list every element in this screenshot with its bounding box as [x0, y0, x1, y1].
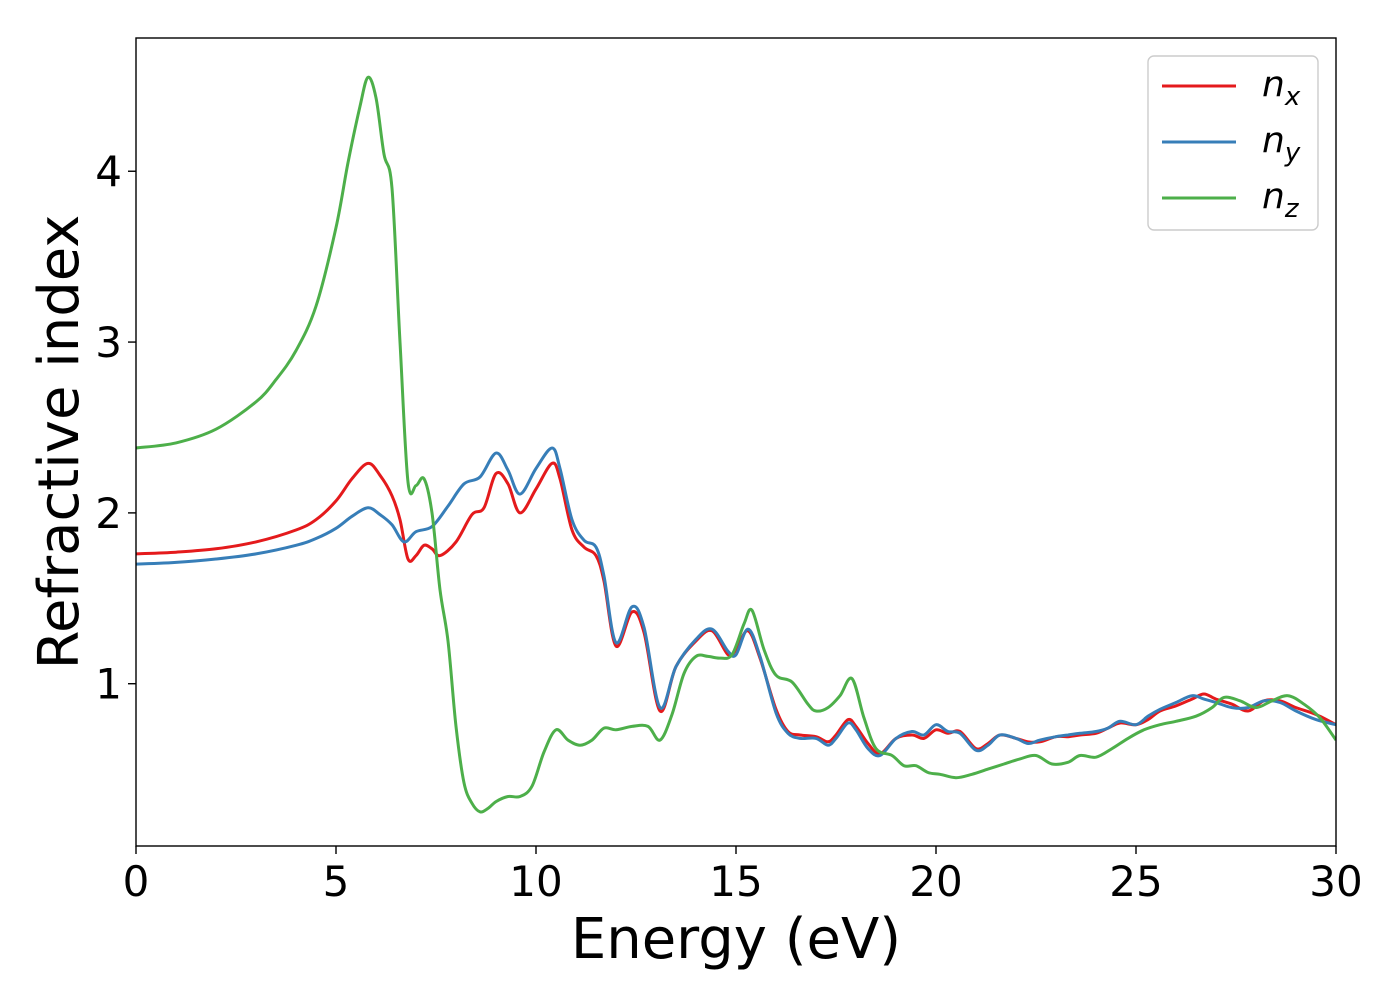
legend-label-n-x: nx [1262, 64, 1301, 112]
y-tick-label: 1 [95, 660, 122, 709]
x-tick-label: 0 [123, 857, 150, 906]
legend-label-sub: y [1284, 138, 1301, 168]
series-line-n-z [136, 75, 1336, 814]
legend-label-sub: z [1284, 194, 1300, 224]
x-tick-label: 20 [909, 857, 962, 906]
plot-lines [136, 75, 1336, 814]
legend-label-n-y: ny [1262, 120, 1301, 168]
y-tick-label: 2 [95, 489, 122, 538]
y-axis-label: Refractive index [27, 215, 92, 670]
x-tick-label: 15 [709, 857, 762, 906]
x-axis: 0 5 10 15 20 25 30 [123, 846, 1363, 906]
legend-label-base: n [1262, 120, 1285, 161]
legend-label-n-z: nz [1262, 176, 1300, 224]
y-axis: 1 2 3 4 [95, 147, 136, 709]
legend-label-sub: x [1284, 82, 1301, 112]
x-tick-label: 25 [1109, 857, 1162, 906]
legend-label-base: n [1262, 64, 1285, 105]
x-axis-label: Energy (eV) [571, 907, 901, 972]
y-tick-label: 3 [95, 318, 122, 367]
y-tick-label: 4 [95, 147, 122, 196]
legend-label-base: n [1262, 176, 1285, 217]
x-tick-label: 30 [1309, 857, 1362, 906]
x-tick-label: 5 [323, 857, 350, 906]
x-tick-label: 10 [509, 857, 562, 906]
